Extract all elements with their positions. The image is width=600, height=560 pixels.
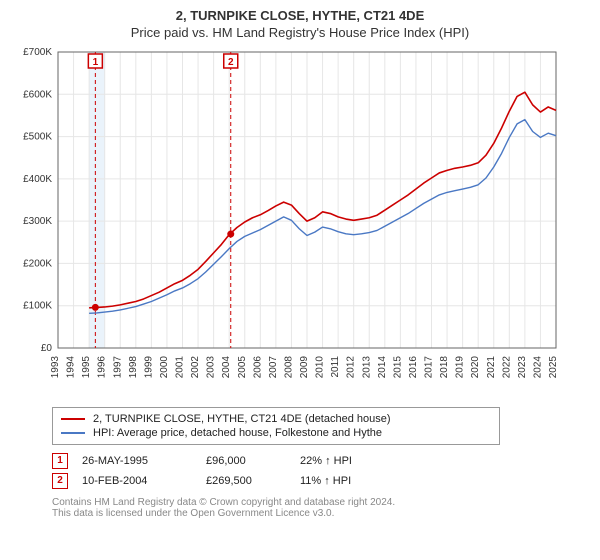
chart-titles: 2, TURNPIKE CLOSE, HYTHE, CT21 4DE Price… [10, 8, 590, 40]
svg-text:2024: 2024 [532, 356, 543, 379]
sale-note: 22% ↑ HPI [300, 455, 352, 467]
legend-item: HPI: Average price, detached house, Folk… [61, 426, 491, 440]
footer-line: This data is licensed under the Open Gov… [52, 508, 590, 519]
svg-text:£100K: £100K [23, 301, 52, 312]
price-chart: £0 £100K £200K £300K £400K £500K £600K £700K 199… [10, 46, 568, 396]
svg-text:£400K: £400K [23, 174, 52, 185]
svg-text:2017: 2017 [424, 356, 435, 379]
svg-text:2000: 2000 [159, 356, 170, 379]
sale-price: £96,000 [206, 455, 286, 467]
svg-text:2020: 2020 [470, 356, 481, 379]
svg-text:2022: 2022 [501, 356, 512, 379]
sale-date: 10-FEB-2004 [82, 475, 192, 487]
legend-label: HPI: Average price, detached house, Folk… [93, 427, 382, 439]
marker-badge: 1 [52, 453, 68, 469]
svg-text:£0: £0 [41, 343, 53, 354]
svg-text:2007: 2007 [268, 356, 279, 379]
sale-row: 1 26-MAY-1995 £96,000 22% ↑ HPI [52, 451, 590, 471]
svg-text:2004: 2004 [221, 356, 232, 379]
chart-subtitle: Price paid vs. HM Land Registry's House … [10, 25, 590, 40]
svg-text:2006: 2006 [252, 356, 263, 379]
svg-text:1997: 1997 [112, 356, 123, 379]
chart-container: { "title": "2, TURNPIKE CLOSE, HYTHE, CT… [0, 0, 600, 527]
svg-text:1993: 1993 [50, 356, 61, 379]
svg-text:2023: 2023 [517, 356, 528, 379]
svg-text:2002: 2002 [190, 356, 201, 379]
svg-text:£300K: £300K [23, 216, 52, 227]
svg-text:1995: 1995 [81, 356, 92, 379]
svg-text:1999: 1999 [143, 356, 154, 379]
chart-title: 2, TURNPIKE CLOSE, HYTHE, CT21 4DE [10, 8, 590, 23]
svg-text:2018: 2018 [439, 356, 450, 379]
svg-text:1996: 1996 [97, 356, 108, 379]
svg-text:£600K: £600K [23, 89, 52, 100]
svg-text:2005: 2005 [237, 356, 248, 379]
sale-note: 11% ↑ HPI [300, 475, 351, 487]
sale-price: £269,500 [206, 475, 286, 487]
svg-text:2003: 2003 [206, 356, 217, 379]
svg-text:2001: 2001 [175, 356, 186, 379]
legend-item: 2, TURNPIKE CLOSE, HYTHE, CT21 4DE (deta… [61, 412, 491, 426]
sale-row: 2 10-FEB-2004 £269,500 11% ↑ HPI [52, 471, 590, 491]
svg-text:1998: 1998 [128, 356, 139, 379]
svg-text:2021: 2021 [486, 356, 497, 379]
svg-text:2013: 2013 [361, 356, 372, 379]
sale-date: 26-MAY-1995 [82, 455, 192, 467]
svg-text:1: 1 [93, 57, 99, 68]
svg-text:£500K: £500K [23, 132, 52, 143]
svg-text:2015: 2015 [392, 356, 403, 379]
svg-text:2012: 2012 [346, 356, 357, 379]
svg-text:£200K: £200K [23, 258, 52, 269]
svg-text:2008: 2008 [283, 356, 294, 379]
svg-text:1994: 1994 [66, 356, 77, 379]
legend-swatch [61, 418, 85, 420]
legend-label: 2, TURNPIKE CLOSE, HYTHE, CT21 4DE (deta… [93, 413, 391, 425]
svg-text:2025: 2025 [548, 356, 559, 379]
svg-text:2: 2 [228, 57, 234, 68]
svg-text:2010: 2010 [315, 356, 326, 379]
svg-text:£700K: £700K [23, 47, 52, 58]
marker-badge: 2 [52, 473, 68, 489]
legend-swatch [61, 432, 85, 434]
svg-text:2014: 2014 [377, 356, 388, 379]
svg-text:2016: 2016 [408, 356, 419, 379]
chart-footer: Contains HM Land Registry data © Crown c… [52, 497, 590, 519]
footer-line: Contains HM Land Registry data © Crown c… [52, 497, 590, 508]
svg-text:2019: 2019 [455, 356, 466, 379]
svg-text:2009: 2009 [299, 356, 310, 379]
chart-legend: 2, TURNPIKE CLOSE, HYTHE, CT21 4DE (deta… [52, 407, 500, 445]
svg-text:2011: 2011 [330, 356, 341, 378]
sale-events: 1 26-MAY-1995 £96,000 22% ↑ HPI 2 10-FEB… [52, 451, 590, 491]
